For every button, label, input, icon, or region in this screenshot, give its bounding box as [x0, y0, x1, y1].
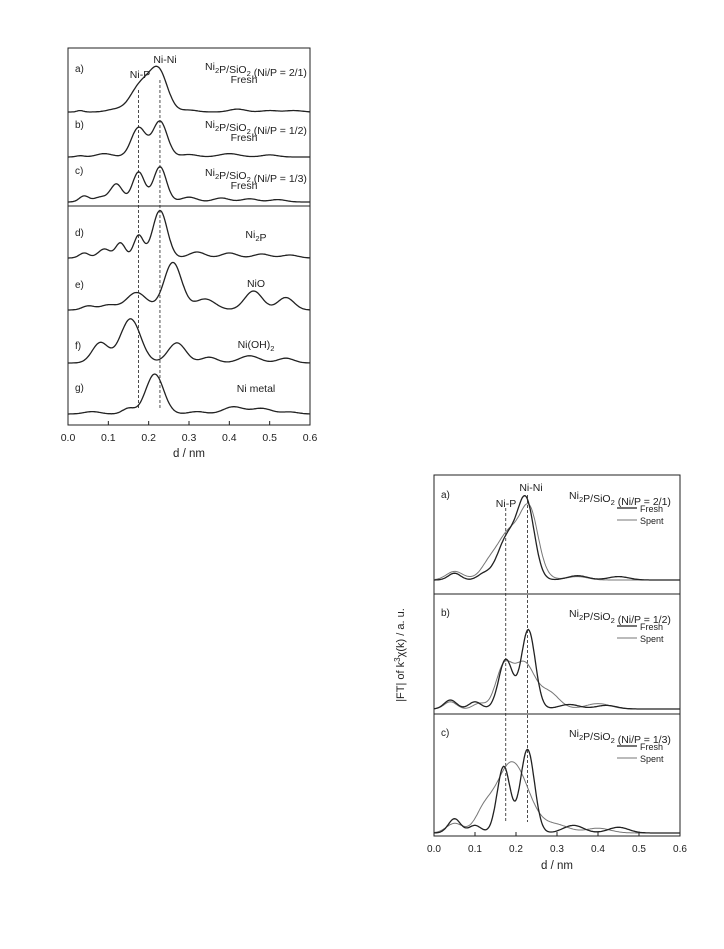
- panel-letter: c): [75, 166, 83, 177]
- x-axis-label: d / nm: [173, 448, 205, 460]
- series-line: [68, 165, 310, 203]
- legend-label-fresh: Fresh: [640, 742, 663, 752]
- x-tick-label: 0.1: [468, 844, 482, 855]
- annotation-ni-p: Ni-P: [496, 498, 516, 510]
- panel-title: Ni2P/SiO2 (Ni/P = 1/3): [205, 167, 307, 185]
- legend-label-fresh: Fresh: [640, 504, 663, 514]
- x-tick-label: 0.0: [427, 844, 441, 855]
- panel-letter: f): [75, 341, 81, 352]
- x-tick-label: 0.5: [262, 432, 277, 444]
- panel-title: NiO: [247, 278, 265, 290]
- panel-letter: g): [75, 383, 84, 394]
- x-tick-label: 0.4: [591, 844, 605, 855]
- panel-letter: a): [441, 490, 450, 501]
- x-tick-label: 0.2: [509, 844, 523, 855]
- series-line-fresh: [433, 628, 680, 710]
- legend-label-spent: Spent: [640, 754, 664, 764]
- panel-title: Ni metal: [237, 383, 276, 395]
- series-line: [68, 209, 311, 259]
- x-tick-label: 0.2: [141, 432, 156, 444]
- x-tick-label: 0.3: [182, 432, 197, 444]
- panel-caption: Fresh: [231, 180, 258, 192]
- panel-letter: a): [75, 64, 84, 75]
- annotation-ni-ni: Ni-Ni: [519, 482, 542, 494]
- panel-title: Ni2P/SiO2 (Ni/P = 1/2): [205, 119, 307, 137]
- panel-title: Ni2P/SiO2 (Ni/P = 1/3): [569, 728, 671, 746]
- y-axis-label: |FT| of k3χ(k) / a. u.: [393, 608, 407, 702]
- legend-label-spent: Spent: [640, 516, 664, 526]
- panel-title: Ni2P/SiO2 (Ni/P = 1/2): [569, 608, 671, 626]
- panel-caption: Fresh: [231, 132, 258, 144]
- panel-title: Ni2P/SiO2 (Ni/P = 2/1): [205, 61, 307, 79]
- annotation-ni-ni: Ni-Ni: [153, 54, 176, 66]
- legend-label-fresh: Fresh: [640, 622, 663, 632]
- panel-title: Ni(OH)2: [238, 339, 275, 353]
- panel-letter: e): [75, 280, 84, 291]
- x-tick-label: 0.6: [303, 432, 318, 444]
- series-line: [68, 65, 310, 113]
- x-tick-label: 0.3: [550, 844, 564, 855]
- panel-letter: c): [441, 728, 449, 739]
- x-axis-label: d / nm: [541, 860, 573, 872]
- series-line-fresh: [434, 495, 680, 581]
- panel-letter: d): [75, 228, 84, 239]
- panel-title: Ni2P/SiO2 (Ni/P = 2/1): [569, 490, 671, 508]
- x-tick-label: 0.1: [101, 432, 116, 444]
- x-tick-label: 0.0: [61, 432, 76, 444]
- series-line: [68, 373, 310, 415]
- series-line: [68, 120, 310, 158]
- panel-letter: b): [441, 608, 450, 619]
- x-tick-label: 0.6: [673, 844, 687, 855]
- legend-label-spent: Spent: [640, 634, 664, 644]
- annotation-ni-p: Ni-P: [130, 69, 150, 81]
- panel-letter: b): [75, 120, 84, 131]
- series-line: [68, 318, 310, 364]
- panel-caption: Fresh: [231, 74, 258, 86]
- series-line: [68, 261, 311, 311]
- panel-title: Ni2P: [245, 229, 266, 244]
- x-tick-label: 0.5: [632, 844, 646, 855]
- x-tick-label: 0.4: [222, 432, 237, 444]
